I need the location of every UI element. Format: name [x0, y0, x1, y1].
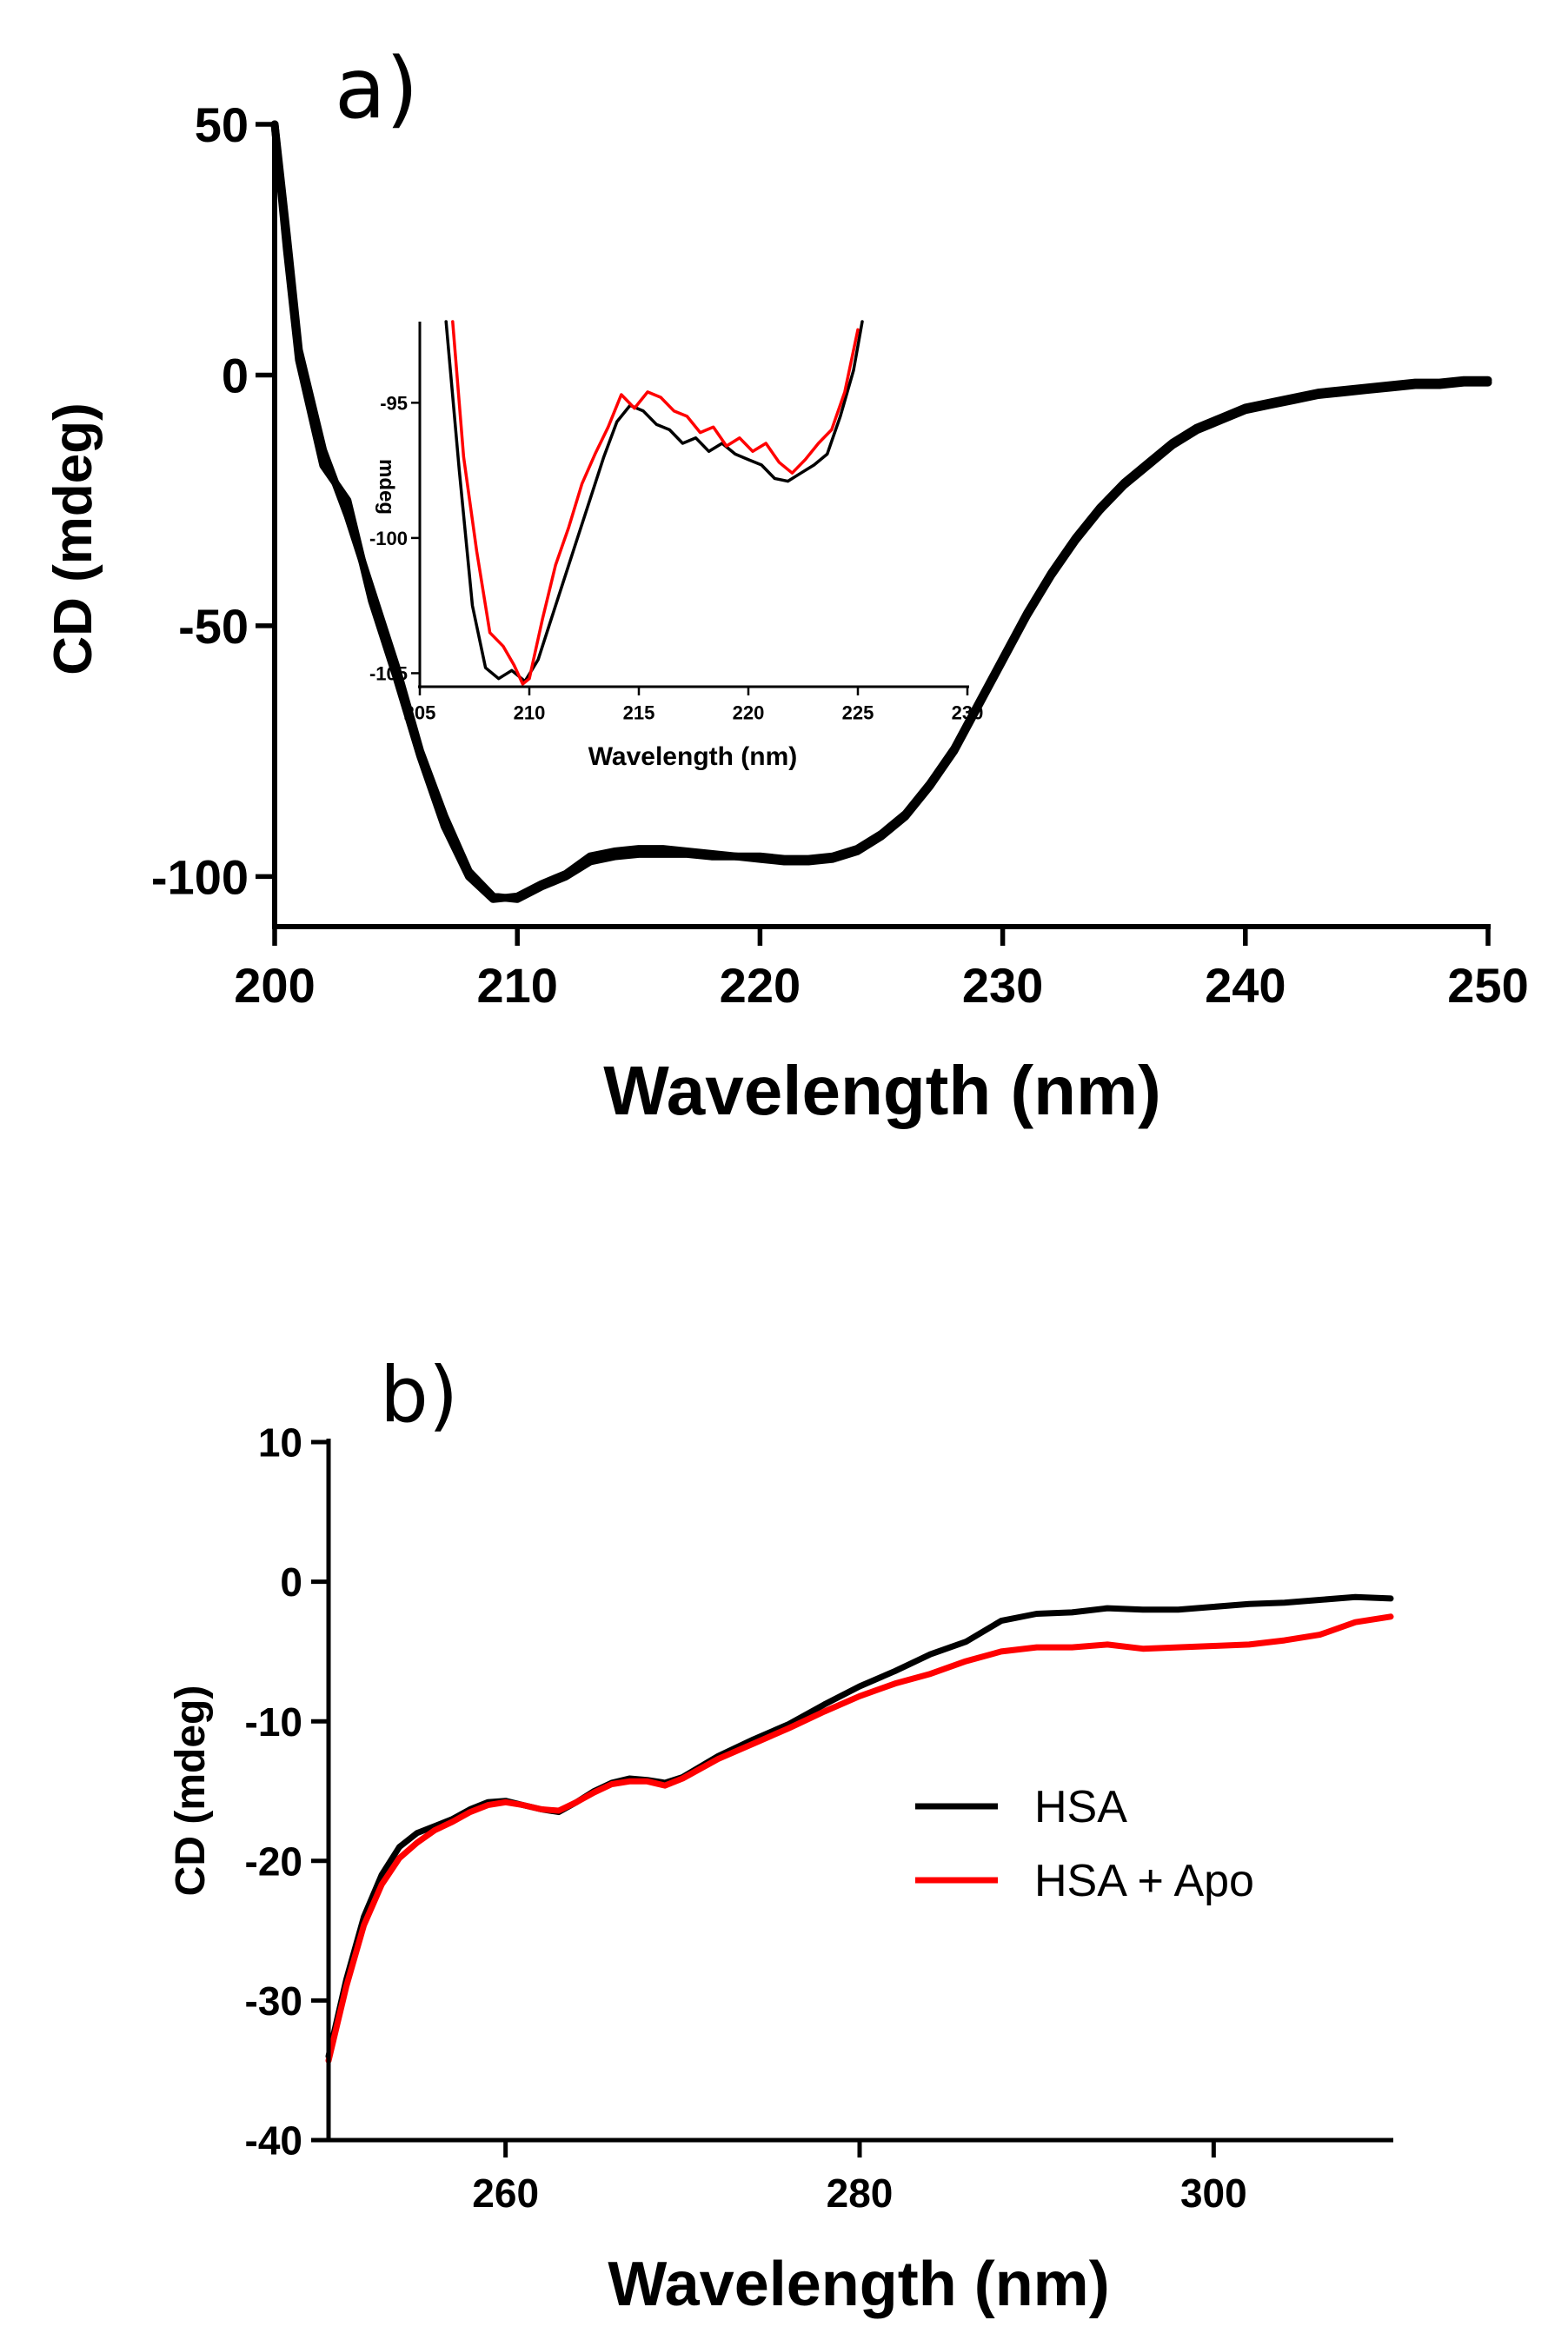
legend-label-hsa: HSA	[1034, 1782, 1127, 1832]
inset-y-ticks: -105 -100 -95	[369, 392, 420, 684]
panel-b-y-tick-label: 10	[258, 1420, 302, 1466]
inset-y-tick-label: -100	[369, 528, 408, 549]
legend-label-hsa-apo: HSA + Apo	[1034, 1856, 1254, 1906]
panel-a-y-axis-title: CD (mdeg)	[43, 402, 103, 675]
panel-a-x-tick-label: 200	[234, 958, 315, 1013]
panel-b-y-tick-label: -40	[245, 2118, 302, 2164]
panel-b-y-ticks: -40 -30 -20 -10 0 10	[245, 1420, 329, 2164]
panel-b-label: b)	[380, 1350, 458, 1439]
panel-a-x-ticks: 200 210 220 230 240 250	[234, 927, 1529, 1013]
inset-x-tick-label: 220	[733, 702, 765, 724]
panel-a-y-tick-label: 0	[222, 349, 249, 403]
inset-x-tick-label: 225	[842, 702, 874, 724]
inset-y-tick-label: -95	[380, 392, 408, 414]
panel-a-x-tick-label: 240	[1205, 958, 1286, 1013]
panel-b-series-line-hsa-apo	[325, 1613, 1394, 2064]
inset-y-axis-title: mdeg	[375, 459, 398, 515]
inset-series-line-hsa	[444, 320, 864, 683]
panel-a-chart: a) -100 -50 0 50 200 210 220 230 240 250 Wavelen…	[43, 40, 1529, 1129]
panel-a-series-line-hsa-apo	[270, 120, 1492, 903]
panel-a-y-tick-label: -100	[151, 849, 249, 904]
inset-x-tick-label: 205	[404, 702, 436, 724]
inset-x-tick-label: 230	[952, 702, 984, 724]
panel-a-series-group	[270, 120, 1492, 903]
panel-b-x-ticks: 260 280 300	[472, 2140, 1247, 2216]
panel-b-y-tick-label: -10	[245, 1699, 302, 1745]
panel-b-y-tick-label: 0	[280, 1559, 302, 1605]
panel-a-inset-chart: -105 -100 -95 205 210 215 220 225 230 Wavelengt…	[369, 320, 984, 771]
panel-b-y-axis-title: CD (mdeg)	[168, 1685, 214, 1897]
panel-a-x-axis-title: Wavelength (nm)	[603, 1052, 1160, 1129]
panel-a-y-ticks: -100 -50 0 50	[151, 97, 275, 904]
panel-a-x-tick-label: 220	[720, 958, 801, 1013]
inset-y-tick-label: -105	[369, 662, 408, 684]
panel-a-x-tick-label: 210	[476, 958, 557, 1013]
panel-a-x-tick-label: 230	[962, 958, 1043, 1013]
inset-series-line-hsa-apo	[451, 320, 860, 686]
panel-b-y-tick-label: -30	[245, 1978, 302, 2024]
panel-a-y-tick-label: 50	[195, 97, 249, 152]
inset-x-ticks: 205 210 215 220 225 230	[404, 687, 984, 724]
inset-x-tick-label: 215	[623, 702, 655, 724]
panel-b-legend: HSA HSA + Apo	[915, 1782, 1254, 1906]
panel-b-x-axis-title: Wavelength (nm)	[608, 2250, 1109, 2319]
panel-a-y-tick-label: -50	[178, 599, 249, 654]
panel-b-x-tick-label: 280	[827, 2171, 894, 2216]
inset-x-tick-label: 210	[514, 702, 546, 724]
inset-series-group	[444, 320, 864, 686]
panel-a-label: a)	[335, 40, 418, 137]
panel-b-series-group	[325, 1593, 1394, 2064]
panel-b-x-tick-label: 260	[472, 2171, 539, 2216]
panel-b-x-tick-label: 300	[1180, 2171, 1247, 2216]
panel-b-chart: b) -40 -30 -20 -10 0 10 260 280 300 Wavelength …	[168, 1350, 1394, 2319]
inset-x-axis-title: Wavelength (nm)	[588, 742, 798, 771]
panel-a-x-tick-label: 250	[1447, 958, 1528, 1013]
panel-b-y-tick-label: -20	[245, 1838, 302, 1884]
